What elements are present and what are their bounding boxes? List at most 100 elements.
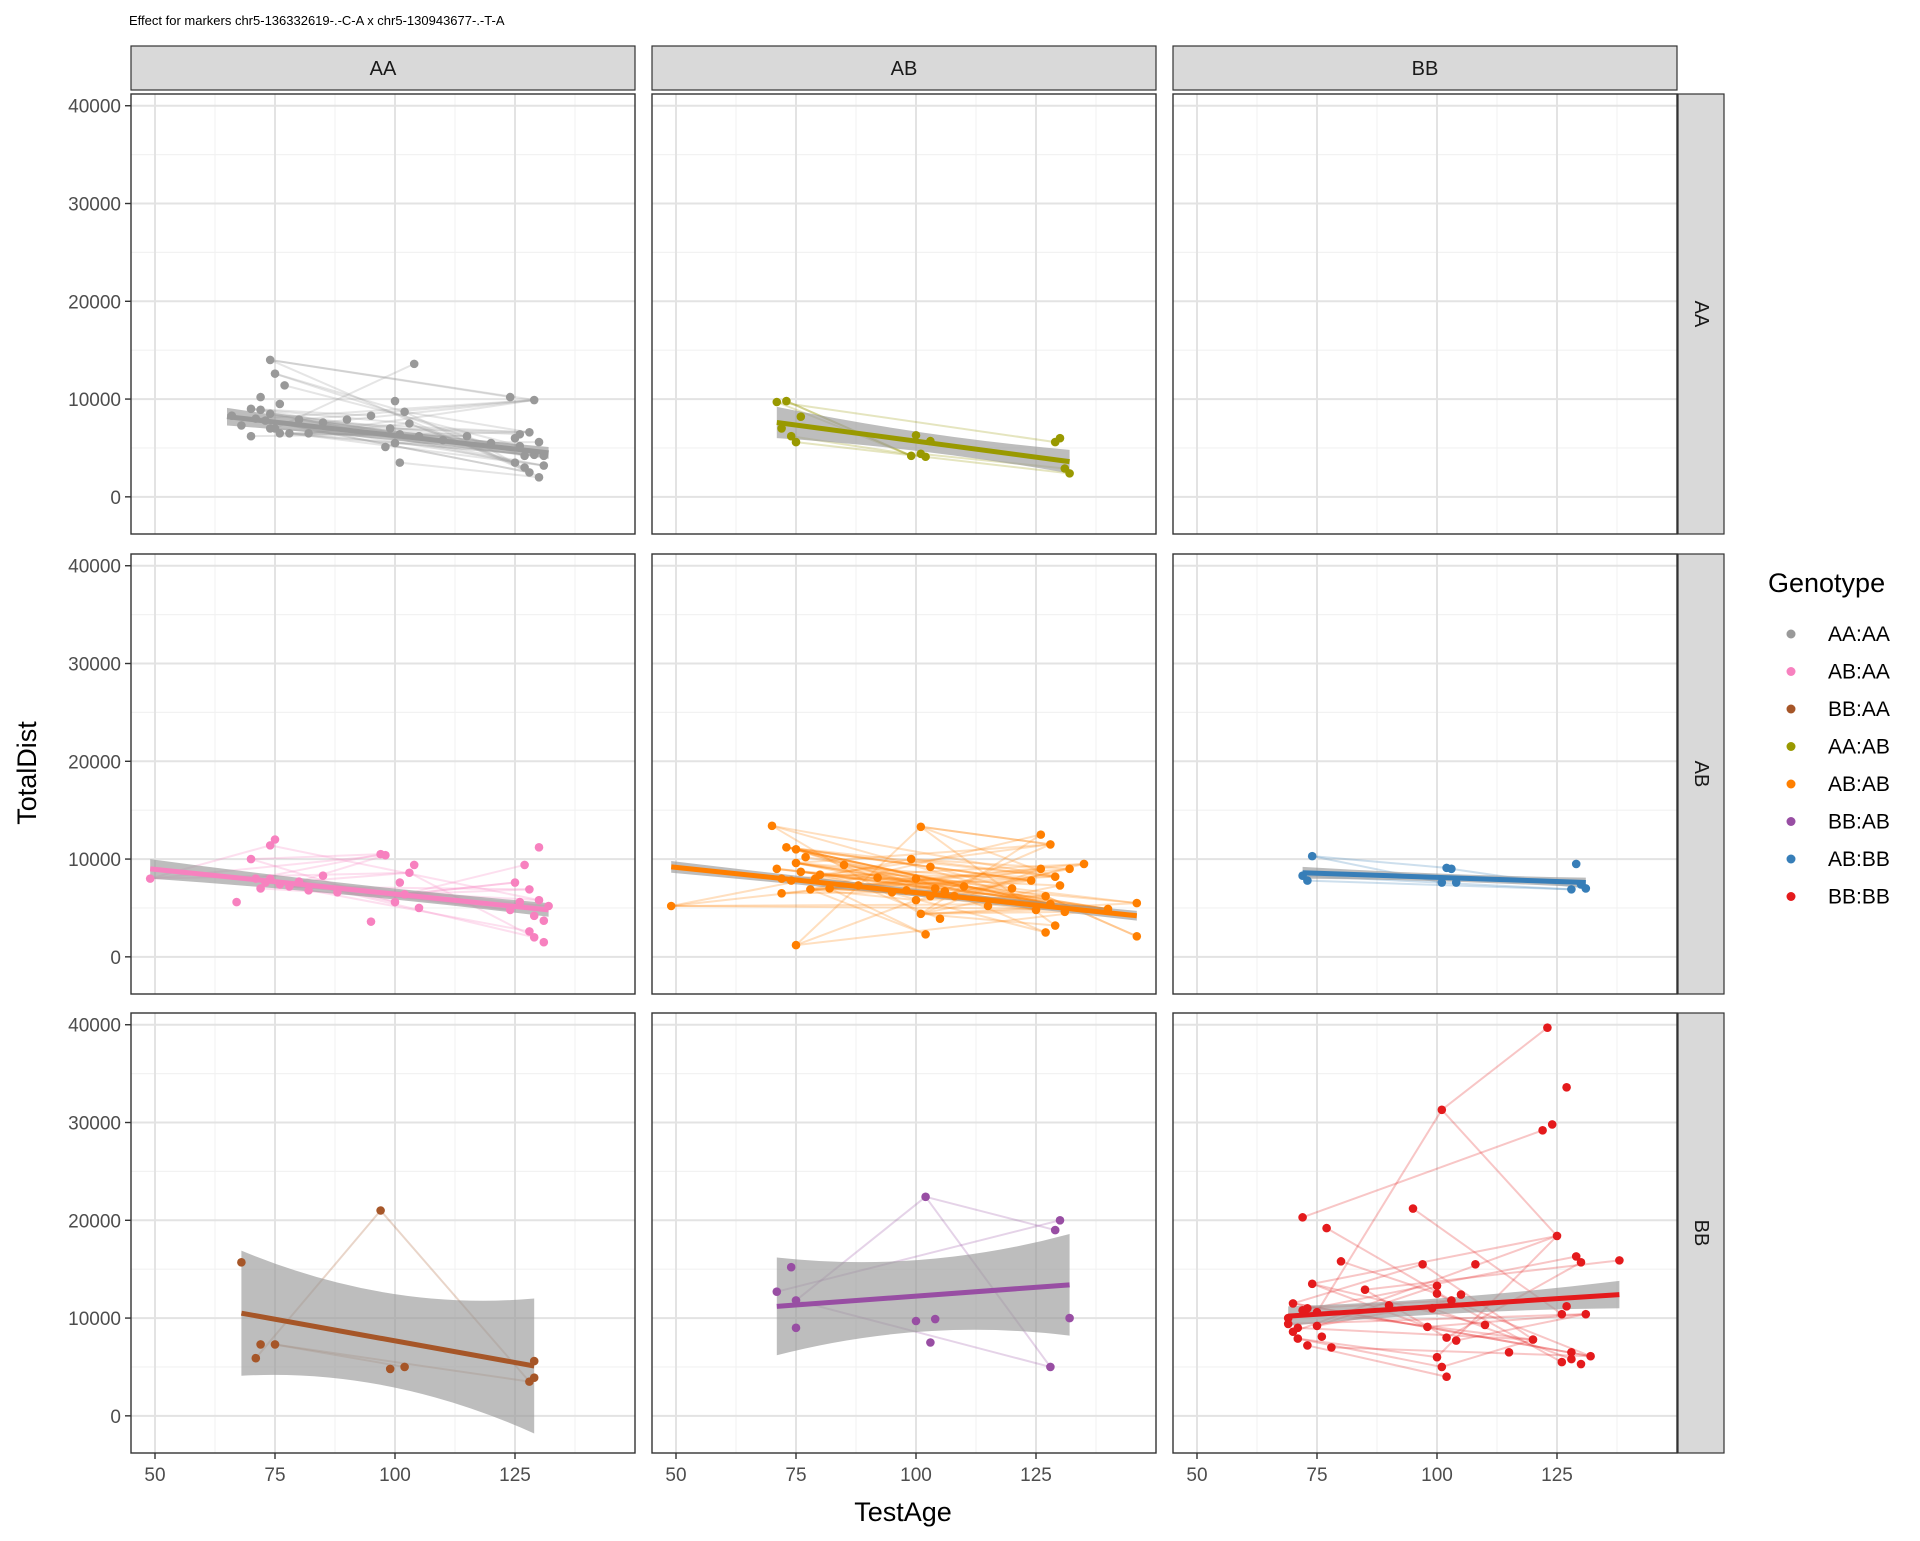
data-point bbox=[777, 424, 786, 433]
data-point bbox=[1567, 1354, 1576, 1364]
spaghetti-line bbox=[255, 853, 381, 880]
spaghetti-line bbox=[810, 888, 926, 936]
data-point bbox=[1418, 1259, 1427, 1269]
spaghetti-line bbox=[1441, 1026, 1549, 1111]
data-point bbox=[265, 841, 275, 850]
spaghetti-line bbox=[1316, 1109, 1443, 1313]
data-point bbox=[409, 860, 419, 870]
spaghetti-line bbox=[1364, 1259, 1620, 1291]
data-point bbox=[251, 1353, 261, 1363]
legend-label: BB:BB bbox=[1828, 886, 1890, 909]
panel-background bbox=[1173, 94, 1677, 534]
data-point bbox=[1036, 830, 1046, 839]
panel-background bbox=[1173, 1013, 1677, 1453]
legend-key bbox=[1786, 779, 1796, 789]
x-tick-label: 100 bbox=[1421, 1465, 1453, 1486]
data-point bbox=[1557, 1357, 1567, 1367]
data-point bbox=[366, 411, 376, 420]
data-point bbox=[1437, 1362, 1447, 1372]
legend-label: AB:AB bbox=[1828, 773, 1890, 796]
data-point bbox=[256, 392, 265, 402]
spaghetti-line bbox=[819, 843, 1051, 876]
y-axis-title: TotalDist bbox=[12, 721, 42, 825]
spaghetti-line bbox=[930, 843, 1051, 898]
y-tick-label: 30000 bbox=[68, 655, 121, 676]
legend-label: AA:AA bbox=[1828, 623, 1890, 646]
x-tick-label: 50 bbox=[1186, 1465, 1207, 1486]
data-point bbox=[505, 392, 515, 402]
data-point bbox=[1336, 1257, 1346, 1266]
spaghetti-line bbox=[786, 846, 1032, 882]
panel-aa-bb bbox=[1172, 93, 1678, 535]
data-point bbox=[796, 412, 806, 421]
spaghetti-line bbox=[298, 854, 386, 883]
data-point bbox=[1307, 1279, 1317, 1289]
spaghetti-line bbox=[795, 861, 1109, 910]
data-point bbox=[265, 355, 275, 365]
regression-line bbox=[776, 1282, 1070, 1309]
data-point bbox=[510, 878, 520, 887]
data-point bbox=[381, 850, 390, 860]
data-points bbox=[237, 1206, 539, 1386]
panel-bb-aa: 0 10000 20000 30000 40000 50 75 100 125 bbox=[68, 1012, 636, 1486]
y-tick-label: 40000 bbox=[68, 97, 121, 118]
x-axis-title: TestAge bbox=[854, 1497, 952, 1527]
data-point bbox=[525, 885, 534, 894]
data-point bbox=[1571, 1252, 1581, 1261]
x-tick-label: 125 bbox=[1020, 1465, 1052, 1486]
data-point bbox=[1547, 1120, 1557, 1129]
spaghetti-line bbox=[786, 846, 1032, 882]
spaghetti-line bbox=[284, 384, 521, 447]
spaghetti-line bbox=[920, 825, 1051, 846]
spaghetti-line bbox=[771, 824, 1056, 878]
data-point bbox=[1303, 876, 1312, 885]
spaghetti-line bbox=[1297, 1337, 1442, 1368]
spaghetti-line bbox=[911, 858, 1056, 878]
spaghetti-line bbox=[1297, 1326, 1534, 1341]
data-point bbox=[381, 442, 390, 452]
spaghetti-line bbox=[771, 824, 1051, 906]
spaghetti-line bbox=[781, 891, 893, 895]
regression-line bbox=[226, 414, 549, 456]
data-points bbox=[1283, 1023, 1624, 1382]
data-point bbox=[1432, 1352, 1442, 1362]
data-point bbox=[525, 428, 534, 437]
spaghetti-line bbox=[795, 907, 1109, 947]
data-point bbox=[906, 451, 916, 461]
data-point bbox=[1581, 884, 1591, 893]
data-point bbox=[400, 1362, 409, 1372]
data-point bbox=[1571, 859, 1581, 869]
panel-background bbox=[131, 554, 635, 994]
spaghetti-line bbox=[795, 861, 1051, 906]
y-tick-label: 40000 bbox=[68, 557, 121, 578]
data-point bbox=[1065, 469, 1074, 478]
x-tick-label: 125 bbox=[499, 1465, 531, 1486]
row-strip-label: BB bbox=[1690, 1220, 1712, 1247]
data-point bbox=[318, 418, 328, 427]
spaghetti-line bbox=[404, 410, 530, 434]
data-point bbox=[1504, 1347, 1514, 1357]
panel-border bbox=[651, 1012, 1157, 1454]
data-point bbox=[1581, 1309, 1591, 1319]
data-point bbox=[959, 882, 969, 891]
col-strip-label: AA bbox=[370, 58, 397, 80]
legend-key bbox=[1786, 817, 1796, 826]
legend-key bbox=[1786, 892, 1796, 901]
spaghetti-line bbox=[920, 825, 1056, 878]
data-point bbox=[1283, 1319, 1293, 1329]
spaghetti-line bbox=[298, 399, 535, 421]
data-point bbox=[1528, 1335, 1538, 1344]
data-point bbox=[539, 937, 549, 947]
data-point bbox=[237, 1258, 246, 1267]
data-point bbox=[232, 897, 241, 907]
spaghetti-line bbox=[322, 399, 535, 424]
y-tick-label: 10000 bbox=[68, 1309, 121, 1330]
data-point bbox=[529, 1373, 539, 1383]
data-point bbox=[791, 858, 801, 868]
data-point bbox=[246, 431, 256, 441]
data-point bbox=[1538, 1126, 1547, 1135]
data-point bbox=[777, 888, 786, 898]
data-point bbox=[1026, 876, 1036, 885]
data-point bbox=[280, 381, 289, 390]
panel-background bbox=[1173, 554, 1677, 994]
